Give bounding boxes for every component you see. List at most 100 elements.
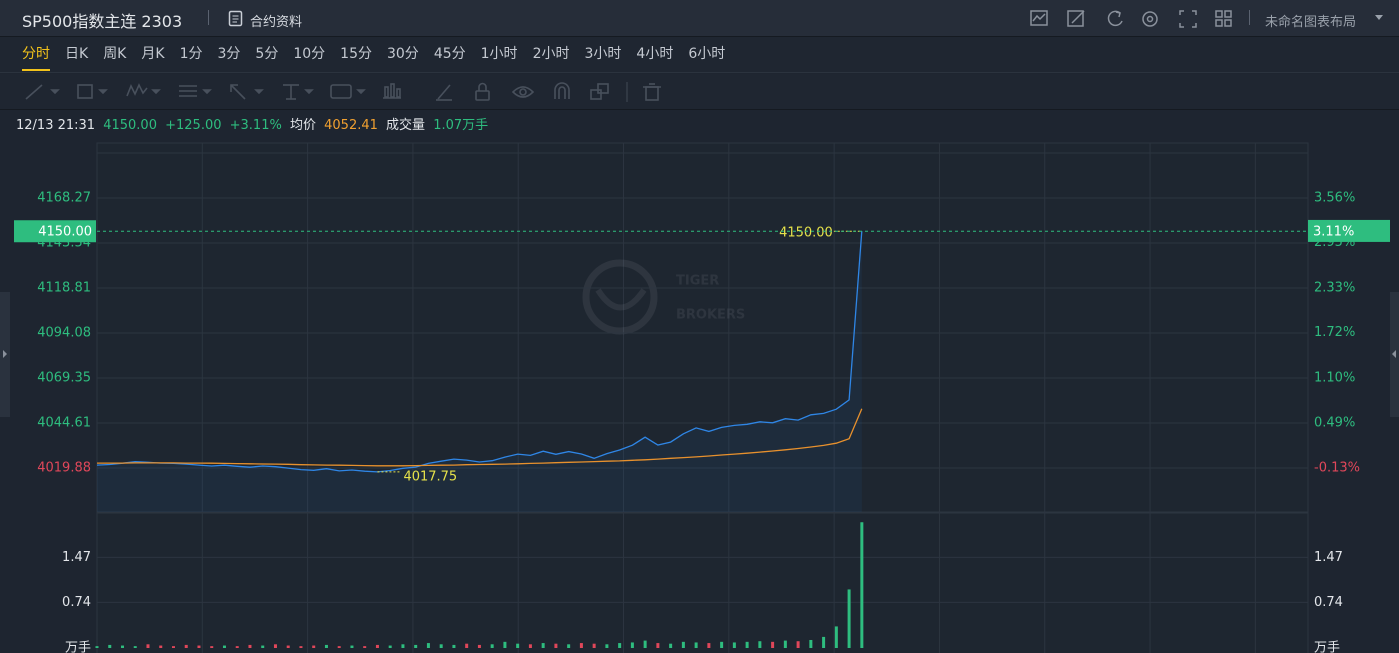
volume-bar bbox=[554, 643, 558, 648]
volume-bar bbox=[465, 643, 469, 648]
volume-bar bbox=[375, 644, 379, 648]
volume-bar bbox=[401, 644, 405, 648]
y-tick-label: 1.47 bbox=[62, 550, 91, 565]
y-tick-label: 4044.61 bbox=[37, 416, 91, 431]
watermark-text: TIGER bbox=[676, 274, 719, 289]
volume-bar bbox=[834, 626, 838, 648]
volume-bar bbox=[452, 644, 456, 648]
pen-tool[interactable] bbox=[436, 84, 452, 101]
dropdown-arrow[interactable] bbox=[1374, 14, 1384, 22]
period-tab[interactable]: 月K bbox=[141, 46, 165, 62]
period-tab[interactable]: 6小时 bbox=[688, 46, 726, 62]
period-tab[interactable]: 4小时 bbox=[636, 46, 674, 62]
side-arrow bbox=[3, 350, 7, 358]
quote-change: +125.00 bbox=[165, 118, 222, 133]
rect-tool[interactable] bbox=[77, 84, 108, 99]
volume-bar bbox=[477, 644, 481, 648]
measure-tool[interactable] bbox=[383, 83, 401, 99]
volume-bar bbox=[579, 643, 583, 648]
watermark-text: BROKERS bbox=[676, 308, 745, 323]
period-tab[interactable]: 1小时 bbox=[480, 46, 518, 62]
y2-tick-label: 1.47 bbox=[1314, 550, 1343, 565]
volume-bar bbox=[414, 644, 418, 648]
text-tool[interactable] bbox=[283, 84, 314, 100]
delete-tool[interactable] bbox=[643, 83, 661, 101]
volume-bar bbox=[222, 645, 226, 648]
period-tab[interactable]: 30分 bbox=[386, 46, 419, 62]
volume-bar bbox=[567, 644, 571, 648]
period-tab[interactable]: 3分 bbox=[217, 46, 241, 62]
volume-bar bbox=[146, 644, 150, 648]
period-tab[interactable]: 分时 bbox=[22, 37, 50, 71]
volume-unit: 万手 bbox=[1314, 641, 1340, 653]
volume-bar bbox=[758, 641, 762, 648]
volume-label: 成交量 bbox=[386, 118, 426, 133]
fib-tool[interactable] bbox=[179, 85, 212, 97]
period-tab[interactable]: 10分 bbox=[293, 46, 326, 62]
volume-bar bbox=[669, 643, 673, 648]
pattern-tool[interactable] bbox=[126, 83, 161, 97]
visible-tool[interactable] bbox=[511, 86, 535, 98]
volume-value: 1.07万手 bbox=[433, 118, 489, 133]
indicator-icon[interactable] bbox=[1030, 10, 1048, 26]
period-tab[interactable]: 1分 bbox=[179, 46, 203, 62]
volume-bar bbox=[133, 646, 137, 648]
period-tab[interactable]: 周K bbox=[103, 46, 127, 62]
volume-bar bbox=[439, 644, 443, 648]
watermark-logo bbox=[595, 288, 647, 311]
period-tab[interactable]: 15分 bbox=[340, 46, 372, 62]
volume-bar bbox=[681, 641, 685, 648]
refresh-icon[interactable] bbox=[1107, 10, 1123, 27]
average-line bbox=[97, 408, 863, 467]
y-tick-label: 4168.27 bbox=[37, 191, 91, 206]
volume-bar bbox=[809, 639, 813, 648]
low-label: 4017.75 bbox=[403, 469, 457, 484]
volume-bar bbox=[745, 641, 749, 648]
fullscreen-icon[interactable] bbox=[1179, 10, 1197, 28]
clone-tool[interactable] bbox=[590, 83, 609, 100]
note-tool[interactable] bbox=[330, 84, 366, 99]
volume-bar bbox=[503, 641, 507, 648]
magnet-tool[interactable] bbox=[554, 82, 570, 99]
line-tool[interactable] bbox=[25, 84, 60, 100]
period-tab[interactable]: 日K bbox=[65, 46, 89, 62]
period-tab[interactable]: 3小时 bbox=[584, 46, 622, 62]
period-tab[interactable]: 45分 bbox=[433, 46, 466, 62]
lock-tool[interactable] bbox=[475, 82, 490, 101]
volume-bar bbox=[592, 643, 596, 648]
volume-bar bbox=[235, 646, 239, 648]
layout-name[interactable]: 未命名图表布局 bbox=[1265, 15, 1357, 30]
y-tick-label: 4118.81 bbox=[37, 280, 91, 295]
period-tabs: 分时 日K 周K 月K 1分 3分 5分 10分 15分 30分 45分 1小时 2小时 3小时 4小时 6小… bbox=[0, 37, 1399, 73]
arrow-tool[interactable] bbox=[230, 84, 264, 100]
volume-bar bbox=[643, 640, 647, 648]
volume-bar bbox=[694, 642, 698, 648]
volume-bar bbox=[847, 589, 851, 648]
y2-tick-label: -0.13% bbox=[1314, 461, 1360, 476]
layout-icon[interactable] bbox=[1215, 10, 1232, 27]
draw-icon[interactable] bbox=[1067, 10, 1085, 27]
separator bbox=[1249, 10, 1250, 25]
volume-bar bbox=[860, 522, 864, 648]
volume-bar bbox=[388, 645, 392, 648]
volume-bar bbox=[337, 646, 341, 648]
volume-bar bbox=[273, 644, 277, 648]
last-price-label: 4150.00 bbox=[38, 225, 92, 240]
volume-bar bbox=[605, 644, 609, 648]
quote-info: 12/13 21:31 4150.00 +125.00 +3.11% 均价 40… bbox=[0, 111, 1399, 141]
volume-bar bbox=[822, 636, 826, 648]
quote-change-pct: +3.11% bbox=[229, 118, 282, 133]
doc-icon[interactable] bbox=[228, 10, 244, 27]
side-arrow bbox=[1392, 350, 1396, 358]
volume-bar bbox=[108, 644, 112, 648]
volume-bar bbox=[732, 642, 736, 648]
period-tab[interactable]: 2小时 bbox=[532, 46, 570, 62]
volume-bar bbox=[528, 644, 532, 648]
settings-icon[interactable] bbox=[1142, 11, 1158, 27]
volume-bar bbox=[771, 641, 775, 648]
quote-time: 12/13 21:31 bbox=[16, 118, 96, 133]
volume-bar bbox=[171, 646, 175, 648]
contract-info-button[interactable]: 合约资料 bbox=[250, 15, 303, 30]
period-tab[interactable]: 5分 bbox=[255, 46, 279, 62]
chart-canvas: TIGER BROKERS 4019.88 4044.61 4069.35 4094.08… bbox=[0, 142, 1399, 653]
